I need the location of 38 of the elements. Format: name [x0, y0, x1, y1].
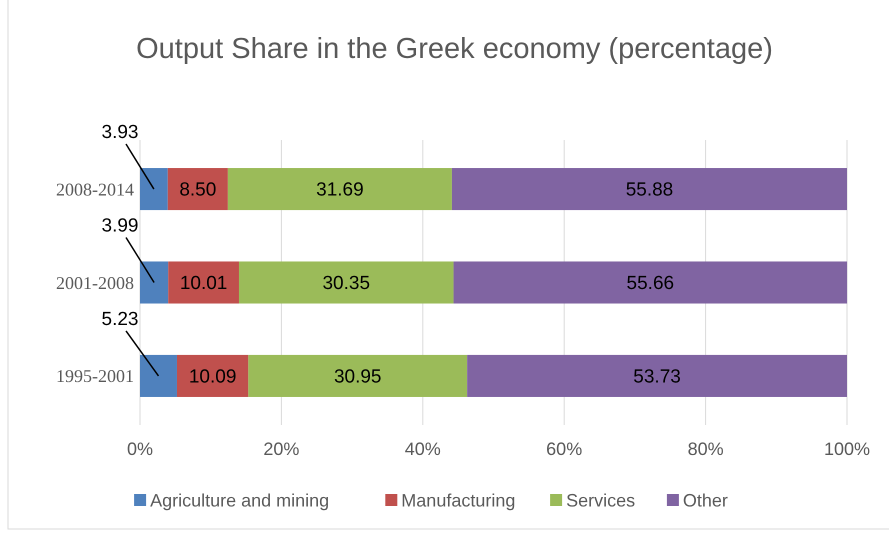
text: 31.69: [316, 180, 364, 201]
bar: [228, 168, 452, 210]
x-tick-label: 100%: [824, 439, 870, 459]
x-tick-label: 40%: [404, 439, 441, 459]
text: 30.35: [322, 273, 370, 294]
bar: [238, 261, 454, 304]
y-tick-label: 2008-2014: [56, 179, 134, 200]
x-tick-label: 60%: [546, 439, 582, 459]
legend-label: Other: [682, 490, 728, 510]
text: 53.73: [633, 366, 681, 388]
x-tick-label: 20%: [263, 439, 300, 459]
text: 3.99: [102, 215, 138, 236]
bar: [248, 354, 468, 397]
bar: [140, 354, 177, 397]
bar: [176, 354, 248, 397]
bar: [140, 168, 168, 210]
bar: [140, 261, 168, 304]
bar: [452, 168, 847, 210]
chart-title: Output Share in the Greek economy (percentage): [136, 33, 773, 65]
bar: [467, 354, 847, 397]
text: 55.66: [626, 273, 674, 294]
text: 10.09: [188, 366, 236, 388]
bar: [168, 261, 239, 304]
text: 5.23: [102, 308, 138, 330]
bar: [454, 261, 848, 304]
text: 3.93: [102, 122, 138, 144]
text: 8.50: [179, 180, 216, 201]
text: 10.01: [180, 273, 228, 294]
text: 30.95: [334, 366, 382, 388]
y-tick-label: 1995-2001: [56, 366, 134, 386]
bar: [168, 168, 228, 210]
legend-label: Manufacturing: [401, 490, 516, 510]
x-tick-label: 80%: [688, 439, 724, 459]
x-tick-label: 0%: [126, 439, 154, 459]
legend-label: Services: [566, 490, 636, 510]
text: 55.88: [626, 180, 674, 201]
y-tick-label: 2001-2008: [56, 272, 134, 293]
legend-label: Agriculture and mining: [150, 490, 330, 510]
